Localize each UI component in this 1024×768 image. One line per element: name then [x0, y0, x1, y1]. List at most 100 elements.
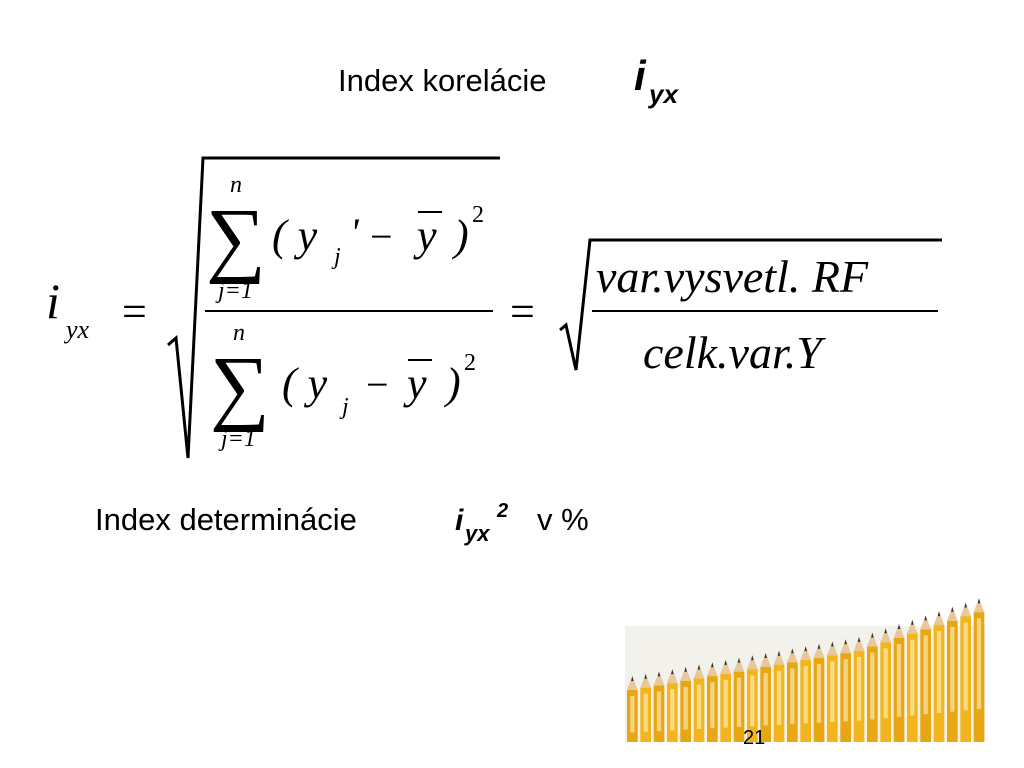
pencil-lead [911, 619, 914, 625]
pencil-lead [924, 615, 927, 621]
pencil-tip [627, 676, 638, 690]
pencil-label [643, 693, 648, 732]
pencil-label [776, 670, 782, 725]
pencil-label [843, 659, 848, 722]
pencil-lead [697, 664, 701, 670]
subtitle-symbol: i [455, 504, 464, 537]
pencil-lead [977, 598, 981, 604]
pencil-lead [844, 639, 847, 645]
pencil-label [856, 656, 862, 721]
pencil-label [736, 677, 742, 727]
pencil-label [790, 668, 795, 725]
pencil-label [950, 626, 955, 712]
title-text: Index korelácie [338, 63, 547, 98]
pencil-tip [840, 639, 851, 654]
pencil-lead [657, 671, 661, 677]
pencil-tip [680, 666, 691, 681]
pencil-tip [827, 641, 838, 656]
subtitle-text: Index determinácie [95, 502, 357, 537]
sum-lower: j=1 [215, 278, 253, 304]
pencil-label [870, 652, 875, 720]
term-power: 2 [472, 202, 484, 228]
equals: = [510, 287, 535, 336]
pencil-lead [671, 669, 674, 675]
pencil-lead [937, 611, 941, 617]
pencil-lead [737, 657, 741, 663]
pencils-image [625, 598, 985, 742]
subtitle-superscript: 2 [496, 500, 508, 522]
pencil-tip [800, 646, 811, 661]
pencil-tip [920, 615, 931, 630]
subtitle-subscript: yx [464, 521, 490, 546]
pencil-tip [720, 659, 731, 674]
pencil-tip [653, 671, 665, 686]
pencil-lead [831, 641, 834, 647]
sum-lower: j=1 [218, 426, 256, 452]
pencil-lead [764, 653, 767, 658]
pencil-label [630, 696, 635, 733]
pencil-tip [747, 655, 758, 670]
pencil-tip [973, 598, 985, 613]
term-mean: y [413, 211, 437, 260]
pencil-lead [804, 646, 807, 652]
pencil-tip [640, 673, 651, 688]
pencil-label [656, 691, 662, 732]
pencil-lead [817, 643, 821, 649]
radical [167, 156, 500, 459]
pencil-label [750, 675, 755, 727]
pencil-label [803, 666, 808, 724]
lhs-subscript: yx [63, 315, 90, 344]
term-prime: ' [350, 210, 360, 255]
term-power: 2 [464, 350, 476, 376]
pencil-lead [644, 673, 647, 679]
pencil-label [723, 679, 728, 728]
pencil-label [670, 689, 675, 731]
pencil-tip [667, 669, 678, 684]
pencil-tip [693, 664, 705, 679]
term-close: ) [451, 211, 469, 260]
pencil-lead [857, 636, 861, 642]
title-subscript: yx [647, 79, 679, 109]
pencil-label [963, 622, 968, 711]
pencil-tip [733, 657, 745, 672]
pencil-tip [907, 619, 918, 634]
pencil-tip [787, 648, 798, 663]
pencil-tip [947, 606, 958, 621]
pencil-lead [964, 602, 967, 608]
pencil-tip [867, 632, 878, 647]
ratio-numerator: var.vysvetl. RF [596, 251, 869, 302]
pencil-label [910, 639, 915, 716]
pencil-label [923, 635, 928, 715]
pencil-tip [813, 643, 825, 658]
term-minus: − [370, 214, 393, 259]
term-mean: y [403, 359, 427, 408]
pencil-tip [773, 650, 785, 665]
sum-sigma: ∑ [210, 340, 270, 433]
pencil-lead [791, 648, 794, 654]
pencil-lead [871, 632, 874, 638]
pencil-label [696, 684, 702, 729]
pencil-label [683, 686, 688, 730]
page-number: 21 [743, 727, 765, 749]
pencil-lead [884, 628, 887, 634]
pencil-label [976, 618, 982, 710]
pencil-lead [711, 662, 714, 668]
title-symbol: i [634, 52, 647, 99]
subtitle-unit: v % [537, 502, 589, 537]
pencil-tip [960, 602, 971, 617]
pencil-label [710, 682, 715, 729]
pencil-tip [880, 628, 891, 643]
sum-upper: n [230, 172, 242, 198]
pencil-label [936, 631, 942, 713]
pencil-lead [724, 659, 727, 665]
pencil-label [896, 644, 902, 717]
pencil-label [883, 648, 888, 719]
pencil-label [830, 661, 835, 723]
pencil-lead [951, 606, 954, 612]
pencil-label [816, 663, 822, 723]
pencil-lead [777, 650, 781, 656]
pencil-lead [631, 676, 634, 681]
lhs-symbol: i [46, 273, 60, 329]
radical [559, 238, 942, 371]
